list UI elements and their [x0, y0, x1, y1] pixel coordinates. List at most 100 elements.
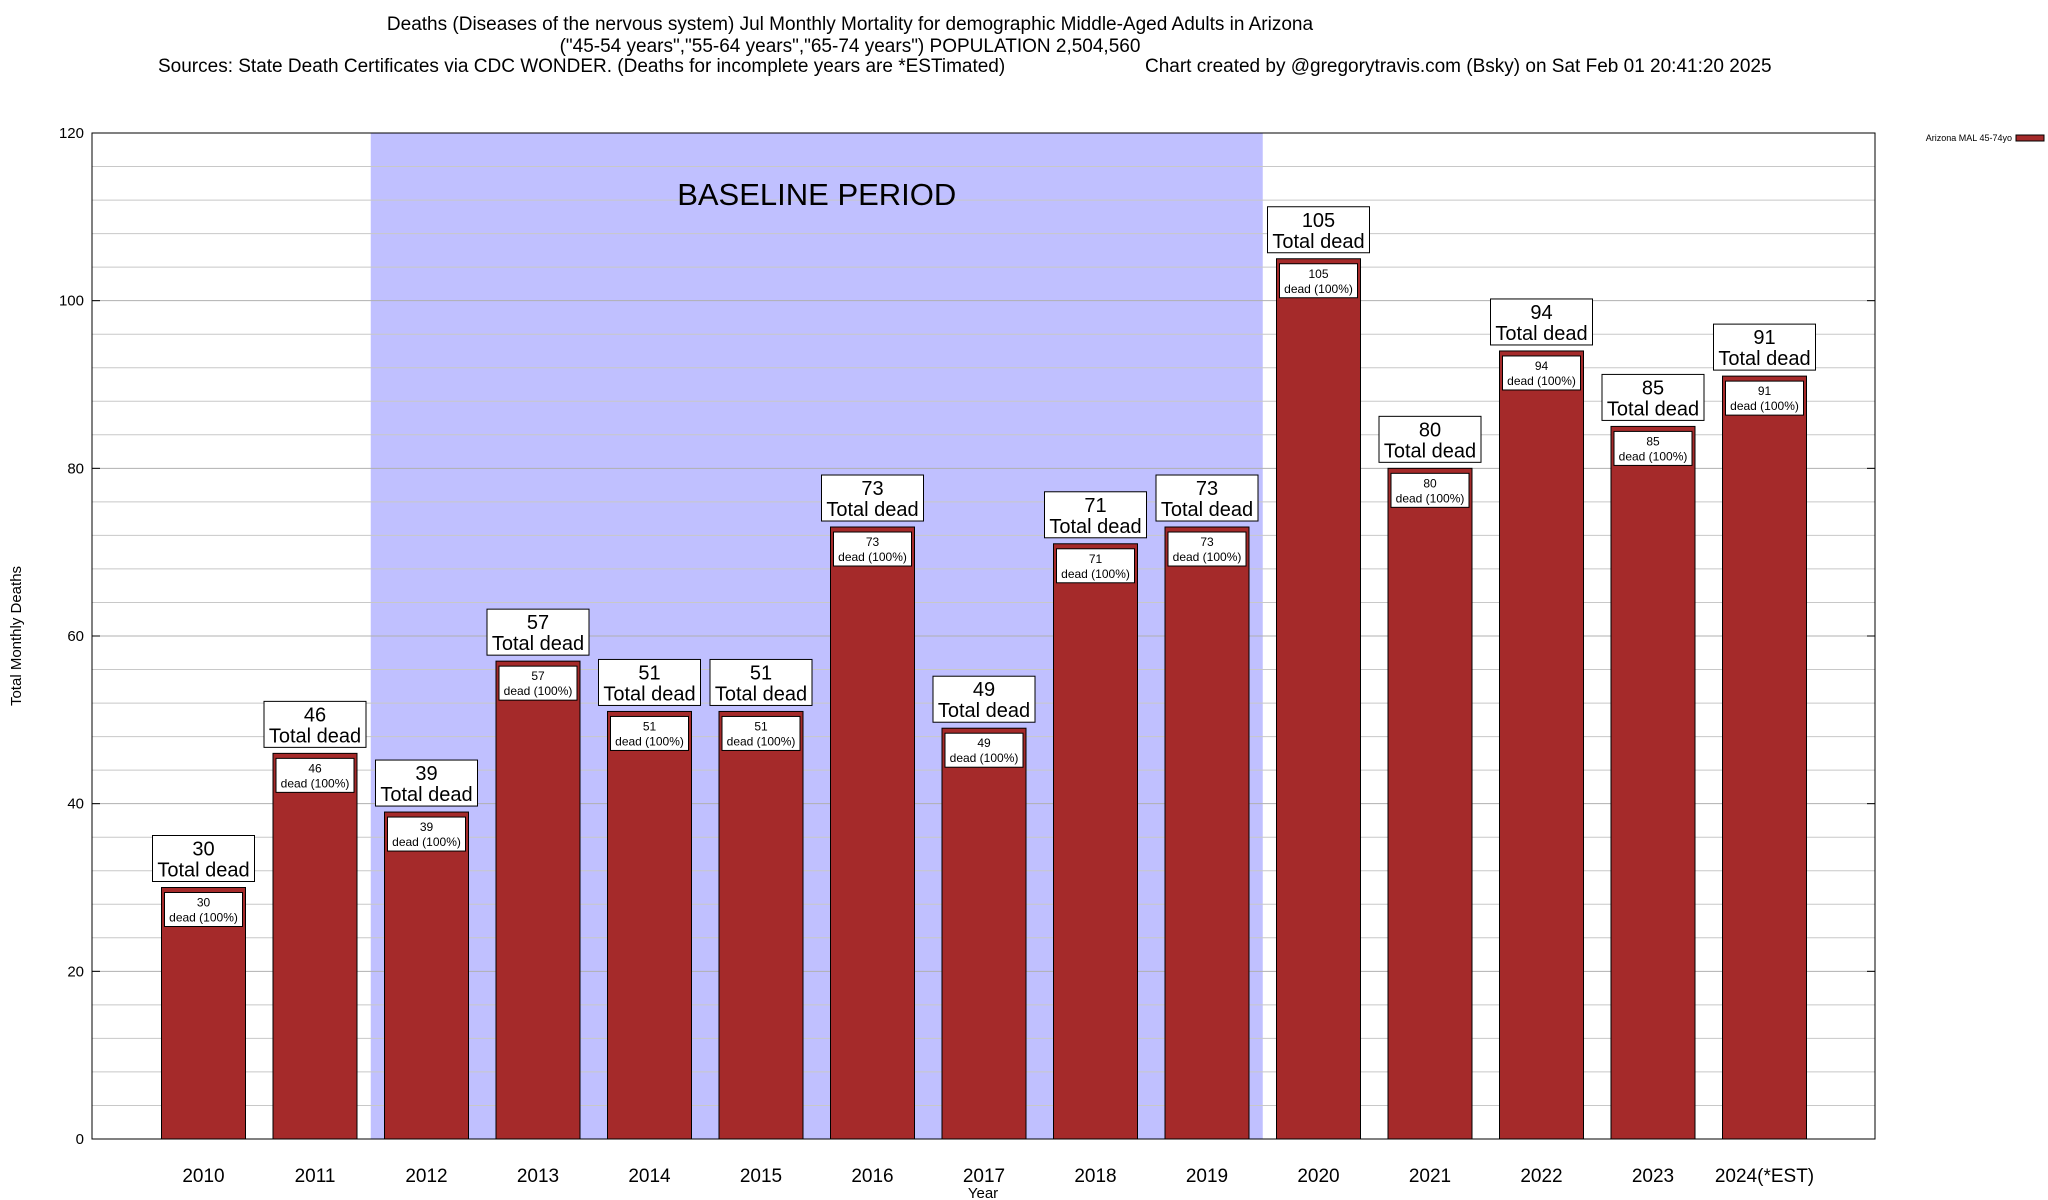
bar-inner-value: 30 [197, 896, 211, 910]
bar-total-suffix: Total dead [1495, 323, 1587, 345]
x-tick-label: 2023 [1632, 1166, 1674, 1187]
bar-inner-label-box [610, 715, 689, 751]
bar-total-value: 71 [1084, 495, 1106, 517]
bar-total-label-box [1490, 298, 1593, 346]
bar [1164, 526, 1250, 1140]
bar-inner-value: 80 [1423, 476, 1437, 490]
bar-total-label-box [598, 658, 701, 706]
chart-title-line-2: ("45-54 years","55-64 years","65-74 year… [559, 36, 1141, 57]
bar-total-value: 85 [1642, 377, 1664, 399]
bar-total-suffix: Total dead [938, 700, 1030, 722]
bar-inner-value: 51 [754, 719, 768, 733]
bar-inner-share: dead (100%) [1730, 399, 1799, 413]
x-axis-title: Year [968, 1185, 998, 1200]
bar-total-value: 57 [527, 612, 549, 634]
x-tick-label: 2020 [1297, 1166, 1339, 1187]
bar-total-suffix: Total dead [715, 683, 807, 705]
bar-total-label-box [1267, 206, 1370, 254]
bar-total-value: 51 [638, 662, 660, 684]
baseline-label: BASELINE PERIOD [677, 177, 956, 212]
chart-credit: Chart created by @gregorytravis.com (Bsk… [1145, 56, 1772, 77]
bar-total-label-box [1044, 491, 1147, 539]
bar-total-suffix: Total dead [269, 725, 361, 747]
legend-label: Arizona MAL 45-74yo [1926, 133, 2012, 143]
bar [495, 660, 581, 1140]
bar-total-label-box [932, 675, 1036, 723]
bar-inner-share: dead (100%) [615, 734, 684, 748]
bar-inner-value: 46 [308, 761, 322, 775]
bar-total-value: 94 [1530, 302, 1552, 324]
bar-total-suffix: Total dead [1272, 231, 1364, 253]
bar [1499, 350, 1584, 1140]
y-tick-label: 20 [67, 963, 84, 980]
bar [830, 526, 915, 1140]
bar-inner-value: 105 [1308, 267, 1328, 281]
bar-total-suffix: Total dead [1161, 499, 1253, 521]
bar-inner-label-box [721, 715, 801, 751]
bar-total-label-box [486, 608, 590, 656]
bar-total-value: 91 [1753, 327, 1775, 349]
bar-inner-value: 57 [531, 669, 545, 683]
bar-inner-value: 39 [420, 820, 434, 834]
y-tick-label: 40 [67, 796, 84, 813]
y-tick-label: 60 [67, 628, 84, 645]
bar [1053, 543, 1138, 1140]
bar-inner-share: dead (100%) [504, 684, 573, 698]
bar-total-suffix: Total dead [1607, 398, 1699, 420]
bar-inner-share: dead (100%) [1284, 282, 1353, 296]
bar-inner-value: 73 [866, 535, 880, 549]
bar-inner-share: dead (100%) [950, 751, 1019, 765]
x-tick-label: 2011 [295, 1166, 336, 1187]
bar-total-suffix: Total dead [603, 683, 695, 705]
bar-total-value: 73 [1196, 478, 1218, 500]
bar [161, 887, 246, 1140]
bar-total-value: 80 [1419, 419, 1441, 441]
x-tick-label: 2024(*EST) [1715, 1166, 1814, 1187]
bar-total-value: 46 [304, 704, 326, 726]
bar-inner-label-box [164, 892, 243, 927]
bar-total-label-box [821, 474, 924, 522]
chart-title-line-1: Deaths (Diseases of the nervous system) … [386, 14, 1314, 35]
bar-total-suffix: Total dead [380, 784, 472, 806]
x-tick-label: 2014 [628, 1166, 671, 1187]
bar-total-suffix: Total dead [157, 860, 249, 882]
bar [1387, 467, 1473, 1140]
bar-inner-label-box [1725, 380, 1804, 416]
bar [1722, 375, 1807, 1140]
bar-inner-share: dead (100%) [169, 911, 238, 925]
bar-total-suffix: Total dead [826, 499, 918, 521]
bar-inner-value: 49 [977, 736, 991, 750]
y-tick-label: 120 [59, 125, 84, 142]
bar-total-value: 73 [861, 478, 883, 500]
bar-total-suffix: Total dead [1384, 440, 1476, 462]
bar [607, 710, 692, 1140]
bar-inner-value: 91 [1758, 384, 1772, 398]
bar-inner-label-box [1279, 263, 1358, 299]
bar-inner-share: dead (100%) [1619, 449, 1688, 463]
x-tick-label: 2013 [517, 1166, 559, 1187]
y-tick-label: 0 [76, 1131, 84, 1148]
bar-inner-value: 94 [1535, 359, 1549, 373]
bar-inner-label-box [1056, 548, 1135, 584]
bar-total-label-box [1601, 373, 1705, 421]
bar-total-value: 105 [1302, 210, 1335, 232]
x-tick-label: 2017 [963, 1166, 1005, 1187]
bar-inner-label-box [833, 531, 912, 567]
bar-total-label-box [1155, 474, 1259, 522]
bar-total-suffix: Total dead [1718, 348, 1810, 370]
x-tick-label: 2022 [1520, 1166, 1562, 1187]
x-tick-label: 2018 [1074, 1166, 1116, 1187]
bar-total-value: 39 [415, 763, 437, 785]
bar [941, 727, 1027, 1140]
bar-inner-label-box [498, 665, 578, 701]
bar [384, 811, 469, 1140]
bar [272, 752, 358, 1140]
bar-inner-label-box [1613, 430, 1693, 466]
legend-swatch [2015, 134, 2045, 142]
bar-inner-label-box [1390, 472, 1470, 508]
bar-inner-share: dead (100%) [392, 835, 461, 849]
x-tick-label: 2016 [851, 1166, 893, 1187]
bar-inner-label-box [1167, 531, 1247, 567]
bar [1276, 258, 1361, 1140]
